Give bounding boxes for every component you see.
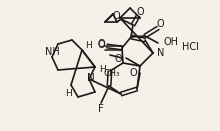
Text: O: O	[97, 39, 105, 49]
Text: O: O	[112, 11, 120, 21]
Text: HCl: HCl	[182, 42, 199, 52]
Text: OH: OH	[164, 37, 179, 47]
Text: H: H	[65, 89, 71, 97]
Text: F: F	[98, 104, 104, 114]
Text: O: O	[129, 68, 137, 78]
Text: NH: NH	[45, 47, 59, 57]
Text: O: O	[136, 7, 144, 17]
Text: O: O	[97, 40, 105, 50]
Text: O: O	[114, 54, 122, 64]
Text: H: H	[99, 66, 105, 75]
Text: CH₃: CH₃	[103, 70, 120, 78]
Text: N: N	[157, 48, 164, 58]
Text: H: H	[86, 42, 92, 50]
Text: N: N	[87, 73, 95, 83]
Text: O: O	[156, 19, 164, 29]
